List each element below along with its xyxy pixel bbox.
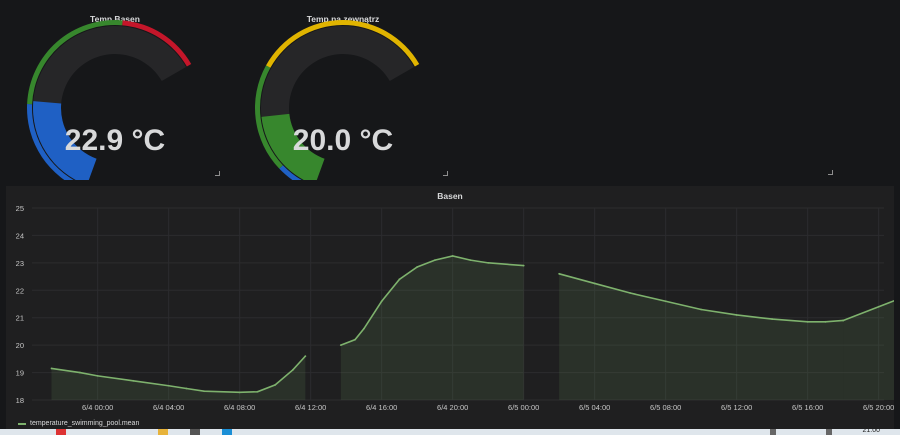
x-tick-label: 6/4 08:00 [224, 403, 255, 412]
data-point [96, 374, 99, 377]
network-icon[interactable] [770, 429, 776, 435]
gauge-value-arc [33, 101, 97, 180]
gauge-value-arc [261, 113, 325, 180]
x-tick-label: 6/4 00:00 [82, 403, 113, 412]
x-tick-label: 6/4 16:00 [366, 403, 397, 412]
x-tick-label: 6/5 12:00 [721, 403, 752, 412]
x-tick-label: 6/5 04:00 [579, 403, 610, 412]
legend[interactable]: temperature_swimming_pool.mean [18, 420, 139, 427]
data-point [664, 300, 667, 303]
data-point [274, 384, 277, 386]
gauge-outside-temp: 20.0 °C [255, 19, 420, 180]
data-point [79, 371, 81, 374]
x-tick-label: 6/4 12:00 [295, 403, 326, 412]
data-point [735, 314, 738, 316]
data-point [398, 278, 401, 281]
gauge-panel-pool-temp: Temp.Basen 22.9 °C [6, 8, 224, 180]
data-point [806, 320, 809, 323]
data-point [434, 259, 436, 262]
data-point [700, 308, 703, 311]
gauge-value-text: 20.0 °C [293, 124, 393, 157]
series-area [559, 273, 844, 400]
store-icon[interactable] [190, 429, 200, 435]
data-point [877, 305, 880, 308]
graph-title: Basen [437, 191, 463, 201]
graph-panel-pool: Basen 18 19 20 21 22 23 24 25 6/4 00:00 6/4 04:00… [6, 186, 894, 429]
y-tick-label: 18 [16, 396, 24, 405]
data-point [132, 379, 135, 382]
data-point [771, 318, 774, 320]
series-line [558, 273, 844, 323]
x-tick-label: 6/4 04:00 [153, 403, 184, 412]
data-point [380, 300, 383, 303]
data-point [629, 292, 632, 294]
data-point [487, 261, 490, 264]
data-point [292, 368, 294, 371]
legend-swatch [18, 422, 26, 425]
app-icon[interactable] [222, 429, 232, 435]
gauge-title: Temp.na zewnątrz [306, 14, 380, 24]
folder-icon[interactable] [158, 429, 168, 435]
data-point [558, 272, 561, 275]
y-tick-label: 21 [16, 314, 24, 323]
data-point [451, 255, 454, 257]
series-line [51, 355, 306, 394]
clock-time[interactable]: 21:00 [862, 427, 880, 434]
data-point [522, 264, 525, 267]
data-point [256, 390, 259, 393]
data-point [304, 355, 307, 358]
data-point [203, 390, 206, 393]
gauge-threshold-green [255, 65, 283, 169]
x-tick-label: 6/5 16:00 [792, 403, 823, 412]
series-area [843, 300, 894, 400]
data-point [824, 320, 827, 323]
y-tick-label: 24 [16, 231, 24, 240]
data-point [339, 344, 342, 347]
series-area [340, 256, 524, 400]
gauge-threshold-blue [27, 104, 74, 180]
data-point [469, 259, 472, 262]
data-point [842, 319, 845, 322]
panel-resize-handle[interactable] [828, 170, 833, 175]
line-chart: 18 19 20 21 22 23 24 25 6/4 00:00 6/4 04:00 6/4 08… [16, 204, 894, 412]
x-tick-label: 6/5 20:00 [863, 403, 894, 412]
data-point [416, 266, 419, 268]
series-area [51, 356, 306, 400]
panel-resize-handle[interactable] [215, 171, 220, 176]
gauge-pool-temp: 22.9 °C [27, 20, 192, 180]
gauge-panel-outside-temp: Temp.na zewnątrz 20.0 °C [234, 8, 452, 180]
y-tick-label: 23 [16, 259, 24, 268]
gauge-threshold-blue [279, 165, 302, 180]
data-point [167, 384, 170, 387]
y-tick-label: 19 [16, 369, 24, 378]
gauge-title: Temp.Basen [90, 14, 140, 24]
y-tick-label: 20 [16, 341, 24, 350]
legend-label: temperature_swimming_pool.mean [30, 420, 140, 427]
data-point [354, 338, 356, 341]
data-point [50, 367, 53, 370]
y-tick-label: 22 [16, 286, 24, 295]
x-tick-label: 6/5 00:00 [508, 403, 539, 412]
data-point [238, 391, 241, 394]
chrome-icon[interactable] [56, 429, 66, 435]
taskbar: 21:00 [0, 427, 900, 435]
data-point [363, 327, 365, 330]
gauge-threshold-yellow [266, 19, 420, 68]
y-tick-label: 25 [16, 204, 24, 213]
gauge-value-text: 22.9 °C [65, 124, 165, 157]
panel-resize-handle[interactable] [443, 171, 448, 176]
volume-icon[interactable] [826, 429, 832, 435]
gauge-threshold-red [122, 20, 192, 67]
x-tick-label: 6/4 20:00 [437, 403, 468, 412]
x-tick-label: 6/5 08:00 [650, 403, 681, 412]
data-point [185, 387, 188, 390]
data-point [593, 282, 596, 285]
